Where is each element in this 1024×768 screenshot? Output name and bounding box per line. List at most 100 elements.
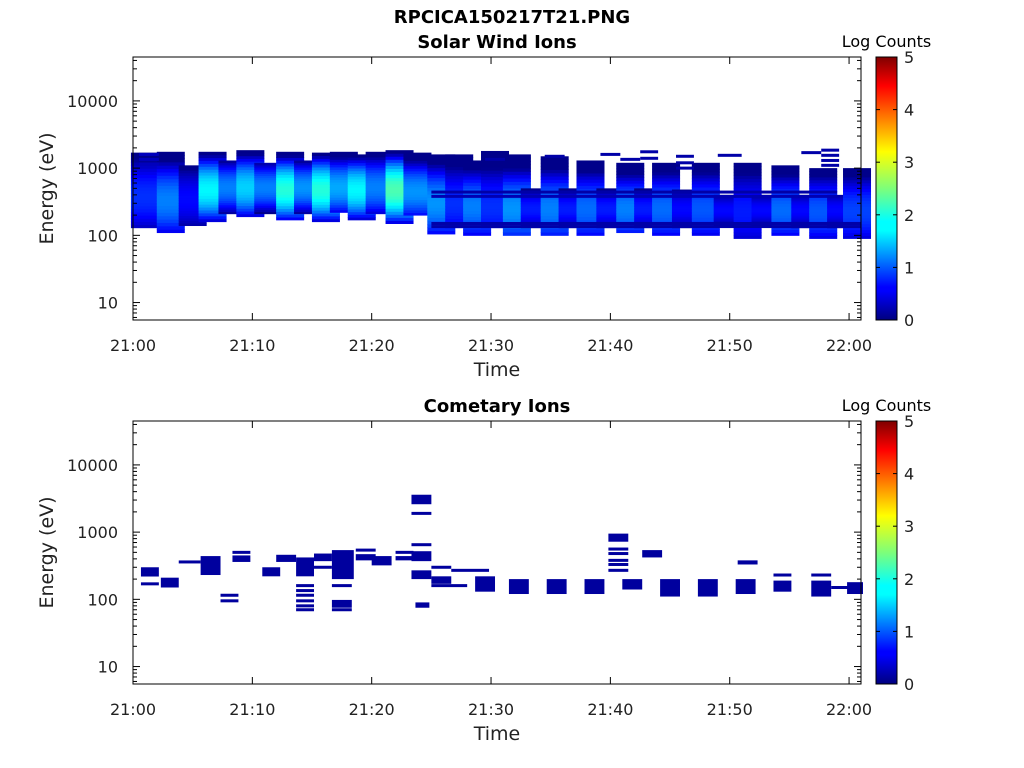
x-tick-label: 21:30 (468, 336, 514, 355)
heatmap-cell (276, 177, 305, 181)
heatmap-cell (365, 159, 394, 163)
heatmap-cell (254, 169, 283, 172)
heatmap-cell (671, 218, 700, 221)
heatmap-cell (218, 160, 247, 164)
heatmap-cell (156, 185, 185, 190)
heatmap-cell (403, 183, 432, 187)
heatmap-cell (365, 156, 394, 161)
heatmap-cell (791, 198, 820, 201)
heatmap-cell (236, 175, 265, 179)
heatmap-cell (445, 157, 474, 162)
heatmap-cell (671, 202, 700, 205)
heatmap-cell (809, 182, 838, 187)
heatmap-cell (236, 213, 265, 218)
heatmap-cell (276, 157, 305, 161)
heatmap-cell (130, 187, 159, 191)
heatmap-cell (178, 210, 207, 214)
heatmap-cell (311, 161, 340, 165)
heatmap-cell (198, 209, 227, 214)
heatmap-line (431, 225, 861, 229)
heatmap-cell (558, 212, 587, 216)
heatmap-cell (540, 162, 569, 167)
heatmap-line (676, 154, 694, 158)
heatmap-cell (733, 188, 762, 192)
heatmap-cell (276, 197, 305, 201)
heatmap-line (431, 584, 468, 588)
heatmap-cell (809, 168, 838, 172)
heatmap-block (431, 576, 452, 584)
heatmap-cell (385, 189, 414, 194)
heatmap-cell (751, 207, 780, 210)
heatmap-cell (751, 220, 780, 223)
heatmap-cell (502, 204, 531, 209)
heatmap-cell (156, 192, 185, 197)
heatmap-cell (791, 197, 820, 200)
heatmap-cell (652, 232, 681, 236)
heatmap-cell (365, 193, 394, 197)
heatmap-cell (427, 170, 456, 175)
heatmap-line (138, 162, 159, 166)
heatmap-cell (558, 201, 587, 204)
heatmap-cell (520, 204, 549, 207)
heatmap-cell (403, 186, 432, 190)
heatmap-cell (236, 183, 265, 187)
heatmap-cell (558, 204, 587, 207)
heatmap-cell (791, 203, 820, 205)
heatmap-cell (427, 174, 456, 179)
heatmap-cell (427, 204, 456, 208)
heatmap-cell (347, 154, 376, 158)
heatmap-cell (178, 172, 207, 176)
heatmap-cell (671, 205, 700, 208)
heatmap-cell (596, 203, 625, 206)
heatmap-cell (198, 169, 227, 173)
heatmap-block (622, 579, 643, 590)
heatmap-cell (827, 203, 856, 205)
heatmap-cell (827, 216, 856, 219)
heatmap-cell (130, 190, 159, 194)
heatmap-cell (329, 192, 358, 196)
heatmap-cell (481, 192, 510, 197)
heatmap-cell (198, 177, 227, 182)
colorbar-tick-label: 4 (904, 465, 914, 484)
heatmap-cell (558, 214, 587, 217)
heatmap-cell (178, 205, 207, 209)
heatmap-cell (558, 216, 587, 219)
heatmap-cell (809, 206, 838, 210)
x-axis-label: Time (473, 723, 521, 745)
heatmap-cell (218, 189, 247, 193)
heatmap-cell (481, 186, 510, 190)
heatmap-cell (502, 154, 531, 159)
heatmap-cell (329, 169, 358, 173)
heatmap-cell (236, 177, 265, 182)
heatmap-cell (156, 178, 185, 183)
heatmap-cell (403, 173, 432, 177)
heatmap-cell (827, 220, 856, 223)
heatmap-cell (276, 154, 305, 158)
heatmap-cell (691, 208, 720, 212)
heatmap-block (276, 554, 297, 562)
heatmap-block (160, 577, 179, 588)
heatmap-cell (713, 207, 742, 210)
heatmap-line (138, 157, 159, 161)
heatmap-cell (254, 167, 283, 170)
heatmap-block (847, 582, 863, 595)
y-axis-label: Energy (eV) (36, 496, 58, 608)
heatmap-line (331, 608, 352, 612)
heatmap-cell (445, 212, 474, 216)
heatmap-cell (596, 188, 625, 191)
heatmap-cell (403, 202, 432, 206)
heatmap-cell (254, 175, 283, 179)
heatmap-cell (445, 184, 474, 189)
heatmap-cell (385, 162, 414, 166)
heatmap-cell (445, 154, 474, 158)
heatmap-cell (733, 169, 762, 173)
y-axis-label: Energy (eV) (36, 132, 58, 244)
heatmap-cell (294, 207, 323, 210)
heatmap-cell (236, 172, 265, 176)
heatmap-cell (347, 165, 376, 169)
heatmap-cell (827, 196, 856, 199)
heatmap-cell (733, 216, 762, 221)
heatmap-cell (520, 203, 549, 206)
panel-title: Solar Wind Ions (417, 32, 576, 53)
